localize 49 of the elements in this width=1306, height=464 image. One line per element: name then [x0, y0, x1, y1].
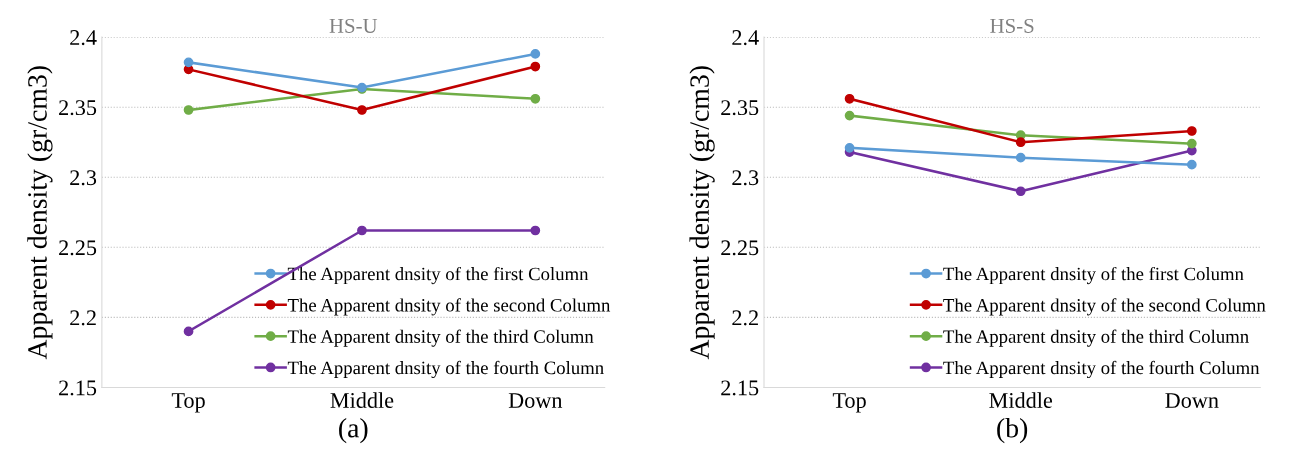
- point: [1015, 152, 1026, 163]
- y-axis-title: Apparent density (gr/cm3): [27, 66, 53, 360]
- legend-label: The Apparent dnsity of the third Column: [943, 329, 1249, 347]
- point: [183, 105, 194, 115]
- point: [844, 93, 855, 104]
- y-tick-label: 2.3: [732, 170, 759, 186]
- x-tick-label: Top: [171, 393, 205, 413]
- point: [844, 110, 855, 121]
- legend-label: The Apparent dnsity of the third Column: [287, 329, 594, 347]
- point: [1186, 126, 1197, 136]
- y-tick-label: 2.35: [721, 100, 759, 116]
- legend-label: The Apparent dnsity of the second Column: [943, 298, 1266, 316]
- x-tick-label: Middle: [330, 392, 394, 408]
- point: [1186, 159, 1197, 170]
- legend-label: The Apparent dnsity of the fourth Column: [287, 360, 604, 379]
- y-axis-title: Apparent density (gr/cm3): [689, 66, 715, 360]
- y-tick-label: 2.25: [59, 240, 97, 256]
- chart-title: HS-U: [329, 18, 378, 33]
- x-tick-label: Middle: [989, 392, 1053, 408]
- point: [530, 61, 541, 72]
- x-tick-label: Down: [1165, 393, 1219, 408]
- x-tick-label: Down: [508, 393, 563, 408]
- point: [530, 93, 541, 104]
- point: [1015, 186, 1026, 197]
- y-tick-label: 2.15: [721, 380, 759, 396]
- chart-title: HS-S: [990, 18, 1034, 33]
- y-tick-label: 2.4: [70, 30, 97, 46]
- point: [530, 225, 541, 236]
- point: [1186, 138, 1197, 149]
- y-tick-label: 2.25: [721, 240, 759, 256]
- y-tick-label: 2.3: [70, 170, 97, 186]
- x-axis-title: (b): [997, 418, 1028, 444]
- legend-label: The Apparent dnsity of the first Column: [943, 266, 1244, 285]
- y-tick-label: 2.2: [70, 310, 96, 326]
- point: [844, 142, 855, 153]
- point: [1015, 137, 1026, 148]
- point: [183, 326, 194, 337]
- legend-label: The Apparent dnsity of the fourth Column: [943, 360, 1260, 379]
- x-axis-title: (a): [339, 418, 368, 444]
- point: [357, 225, 367, 236]
- point: [183, 57, 194, 68]
- y-tick-label: 2.4: [732, 30, 759, 46]
- y-tick-label: 2.2: [732, 310, 758, 326]
- y-tick-label: 2.35: [59, 100, 97, 116]
- x-tick-label: Top: [832, 393, 866, 413]
- point: [530, 49, 541, 59]
- y-tick-label: 2.15: [59, 380, 97, 396]
- legend-label: The Apparent dnsity of the second Column: [287, 298, 611, 316]
- point: [357, 105, 367, 115]
